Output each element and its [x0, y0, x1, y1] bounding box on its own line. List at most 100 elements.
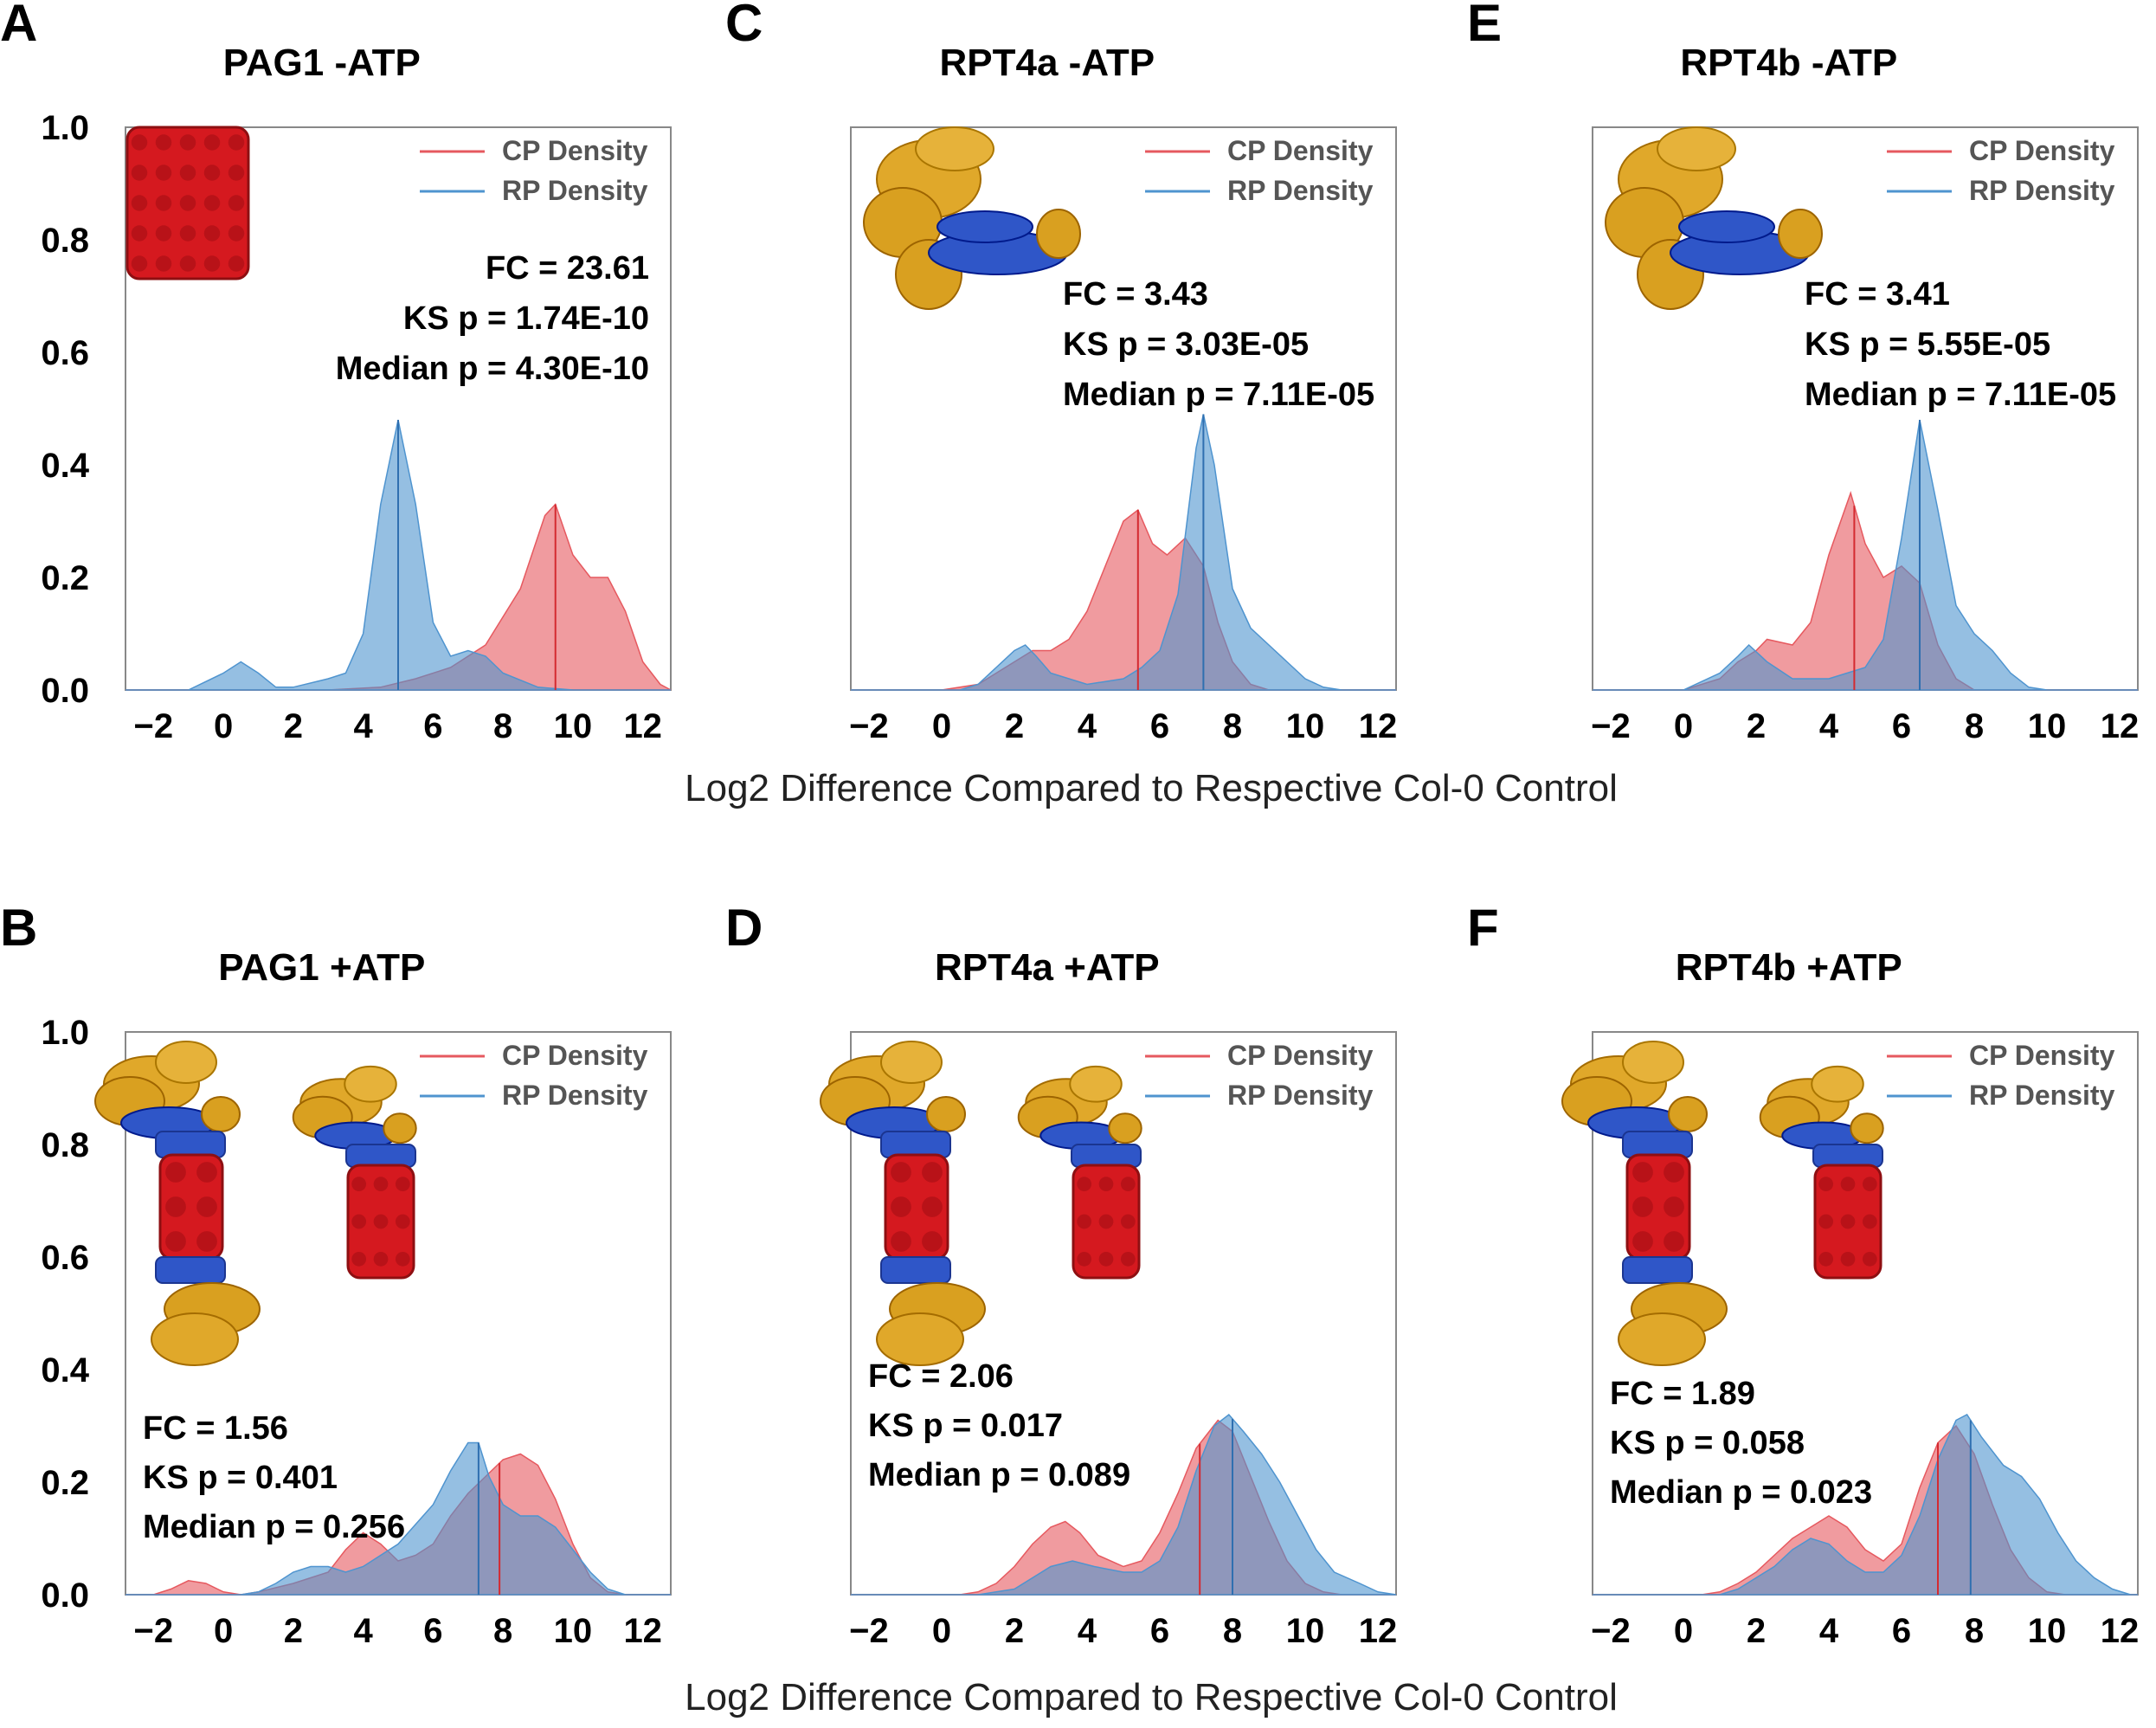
x-tick-label: 0 — [932, 707, 951, 745]
y-tick-label: 0.4 — [41, 447, 89, 485]
core-particle-subunit — [1840, 1214, 1856, 1229]
stat-line: FC = 1.56 — [143, 1410, 288, 1447]
core-particle-subunit — [1862, 1214, 1877, 1229]
structure-icon-26S-proteasome — [820, 1041, 1142, 1366]
panel-letter: C — [725, 0, 763, 52]
core-particle-subunit — [395, 1214, 410, 1229]
structure-icon-26S-proteasome — [94, 1041, 417, 1366]
x-tick-label: 4 — [353, 1612, 373, 1650]
core-particle-subunit — [922, 1231, 943, 1252]
stat-line: Median p = 7.11E-05 — [1805, 377, 2116, 413]
core-particle-subunit — [891, 1231, 911, 1252]
x-tick-label: 2 — [284, 1612, 303, 1650]
legend-label: CP Density — [502, 1040, 648, 1071]
core-particle-subunit — [351, 1214, 367, 1229]
core-particle-subunit — [228, 255, 245, 272]
x-tick-label: −2 — [849, 1612, 889, 1650]
panel-B: B PAG1 +ATP −2 0 2 4 6 8 10 12 0.0 0.2 0.4 0.6 0.8 1.0 C… — [0, 899, 672, 1650]
legend-label: CP Density — [1227, 135, 1374, 166]
legend-label: RP Density — [502, 175, 648, 206]
core-particle-subunit — [131, 255, 148, 272]
core-particle-subunit — [165, 1162, 186, 1183]
y-tick-label: 0.0 — [41, 1576, 89, 1615]
base-subunit — [936, 210, 1033, 243]
core-particle-subunit — [373, 1177, 389, 1192]
lid-subunit — [1622, 1041, 1684, 1084]
y-tick-label: 0.2 — [41, 1464, 89, 1502]
structure-icon-26S-proteasome — [1561, 1041, 1884, 1366]
core-particle-subunit — [179, 255, 196, 272]
x-tick-label: −2 — [849, 707, 889, 745]
structure-icon-regulatory-particle — [863, 126, 1081, 310]
x-tick-label: 6 — [1150, 1612, 1169, 1650]
stat-line: KS p = 0.017 — [868, 1408, 1063, 1444]
core-particle-subunit — [1840, 1177, 1856, 1192]
core-particle-subunit — [891, 1162, 911, 1183]
structure-icon-proteasome-core-particle — [125, 126, 250, 280]
x-tick-label: 4 — [353, 707, 373, 745]
core-particle-subunit — [1077, 1214, 1092, 1229]
core-particle-subunit — [922, 1162, 943, 1183]
core-particle-subunit — [228, 164, 245, 181]
core-particle-subunit — [1664, 1162, 1684, 1183]
stat-line: Median p = 0.023 — [1610, 1474, 1872, 1511]
x-tick-label: 10 — [2028, 1612, 2067, 1650]
panel-letter: D — [725, 899, 763, 957]
x-tick-label: 2 — [1005, 707, 1024, 745]
core-particle-subunit — [1664, 1231, 1684, 1252]
lid-subunit — [880, 1041, 943, 1084]
x-tick-label: 8 — [1965, 707, 1984, 745]
core-particle-subunit — [203, 225, 221, 242]
core-particle-subunit — [922, 1196, 943, 1217]
lid-subunit — [1618, 1312, 1706, 1366]
core-particle-subunit — [1098, 1177, 1114, 1192]
density-area-rp — [851, 1413, 1397, 1596]
core-particle-subunit — [1120, 1251, 1136, 1267]
x-tick-label: 12 — [2101, 1612, 2140, 1650]
panel-letter: B — [0, 899, 37, 957]
core-particle-subunit — [203, 134, 221, 151]
x-tick-label: 6 — [1150, 707, 1169, 745]
x-tick-label: 10 — [554, 707, 593, 745]
legend-label: CP Density — [1969, 1040, 2115, 1071]
core-particle-subunit — [131, 134, 148, 151]
lid-subunit — [201, 1096, 241, 1132]
core-particle-subunit — [1120, 1214, 1136, 1229]
core-particle-subunit — [155, 225, 172, 242]
y-tick-label: 0.6 — [41, 1239, 89, 1277]
x-tick-label: 4 — [1078, 1612, 1097, 1650]
lid-subunit — [344, 1065, 397, 1103]
stat-line: FC = 1.89 — [1610, 1376, 1755, 1412]
panel-letter: F — [1467, 899, 1499, 957]
core-particle-subunit — [351, 1251, 367, 1267]
x-tick-label: 2 — [1005, 1612, 1024, 1650]
core-particle-subunit — [1120, 1177, 1136, 1192]
panel-F: F RPT4b +ATP −2 0 2 4 6 8 10 12 CP Density RP Densi… — [1467, 899, 2139, 1650]
x-tick-label: −2 — [1591, 707, 1631, 745]
stat-line: KS p = 5.55E-05 — [1805, 326, 2050, 363]
x-tick-label: 12 — [1359, 1612, 1398, 1650]
core-particle-subunit — [1098, 1251, 1114, 1267]
x-tick-label: 0 — [214, 1612, 233, 1650]
x-tick-label: 6 — [423, 707, 442, 745]
x-tick-label: 10 — [554, 1612, 593, 1650]
stat-line: Median p = 7.11E-05 — [1063, 377, 1374, 413]
core-particle-subunit — [1632, 1231, 1653, 1252]
x-tick-label: 6 — [1892, 1612, 1911, 1650]
lid-subunit — [915, 126, 994, 171]
stat-line: Median p = 0.256 — [143, 1509, 405, 1545]
core-particle-subunit — [131, 225, 148, 242]
panel-title: RPT4b +ATP — [1676, 946, 1902, 989]
core-particle-subunit — [1818, 1177, 1834, 1192]
base-ring — [345, 1144, 416, 1168]
core-particle-subunit — [203, 255, 221, 272]
x-tick-label: 2 — [284, 707, 303, 745]
lid-subunit — [383, 1112, 417, 1144]
panel-letter: E — [1467, 0, 1502, 52]
x-tick-label: 4 — [1819, 707, 1839, 745]
core-particle-subunit — [203, 195, 221, 211]
core-particle-subunit — [1664, 1196, 1684, 1217]
stat-line: Median p = 4.30E-10 — [336, 351, 649, 387]
base-subunit — [1678, 210, 1775, 243]
